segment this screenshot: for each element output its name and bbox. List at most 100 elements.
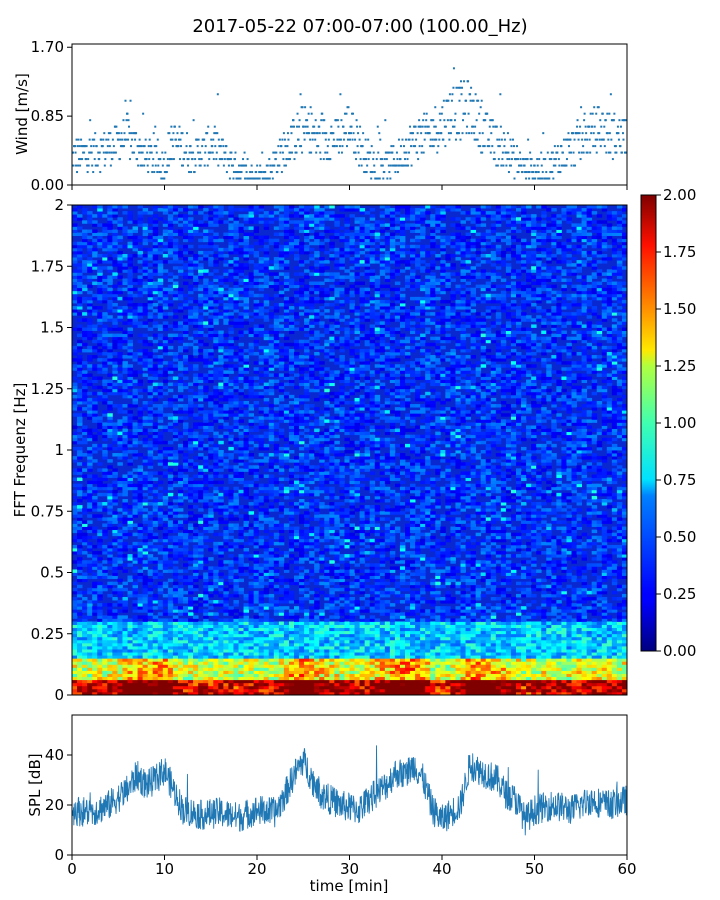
spectrogram-cell [228, 465, 234, 469]
wind-point [81, 158, 84, 161]
spectrogram-cell [152, 593, 159, 598]
spectrogram-cell [233, 685, 239, 690]
spectrogram-cell [72, 263, 78, 267]
spectrogram-cell [223, 652, 229, 656]
spectrogram-cell [117, 670, 123, 674]
spectrogram-cell [77, 499, 83, 503]
spectrogram-cell [82, 388, 88, 393]
spectrogram-cell [72, 627, 78, 632]
wind-point [375, 158, 378, 161]
spectrogram-cell [233, 560, 239, 564]
spectrogram-cell [203, 355, 209, 359]
spectrogram-cell [137, 315, 144, 319]
wind-point [86, 164, 89, 167]
spectrogram-cell [112, 296, 118, 301]
spectrogram-cell [77, 664, 83, 668]
spectrogram-cell [147, 299, 154, 304]
spectrogram-cell [127, 639, 133, 644]
spectrogram-cell [208, 284, 214, 289]
spectrogram-cell [208, 327, 214, 331]
spectrogram-cell [92, 566, 98, 570]
spectrogram-cell [203, 581, 209, 586]
spectrogram-cell [218, 544, 224, 549]
spectrogram-cell [117, 566, 123, 570]
wind-point [480, 151, 483, 154]
spectrogram-cell [223, 486, 229, 491]
spectrogram-cell [228, 229, 234, 233]
spectrogram-cell [183, 541, 189, 546]
spectrogram-cell [203, 514, 209, 518]
spectrogram-cell [132, 593, 138, 598]
spectrogram-cell [183, 646, 189, 650]
spectrogram-cell [77, 416, 83, 420]
spectrogram-cell [147, 376, 154, 380]
spectrogram-cell [117, 679, 123, 684]
spectrogram-cell [127, 624, 133, 629]
spectrogram-cell [157, 526, 164, 531]
spectrogram-cell [193, 646, 199, 650]
wind-point [451, 93, 454, 96]
spectrogram-cell [177, 593, 184, 598]
spectrogram-cell [208, 581, 214, 586]
wind-point [478, 112, 481, 115]
wind-point [503, 145, 506, 148]
wind-point [522, 158, 525, 161]
spectrogram-cell [77, 456, 83, 460]
spectrogram-cell [193, 639, 199, 644]
spectrogram-cell [82, 624, 88, 629]
spectrogram-cell [82, 407, 88, 411]
spectrogram-cell [228, 569, 234, 573]
spectrogram-cell [122, 670, 128, 674]
spectrogram-cell [152, 606, 159, 610]
wind-point [301, 106, 304, 109]
spectrogram-cell [198, 299, 204, 304]
spectrogram-cell [177, 569, 184, 573]
wind-point [165, 171, 168, 174]
spectrogram-cell [132, 382, 138, 387]
wind-point [590, 132, 593, 135]
spectrogram-cell [238, 649, 244, 653]
spectrogram-cell [132, 281, 138, 286]
spectrogram-cell [183, 459, 189, 463]
wind-point [235, 177, 238, 180]
spectrogram-cell [203, 661, 209, 665]
spectrogram-cell [77, 529, 83, 534]
wind-point [359, 158, 362, 161]
spectrogram-cell [147, 229, 154, 233]
spectrogram-cell [223, 538, 229, 543]
spectrogram-cell [198, 609, 204, 613]
wind-point [546, 151, 549, 154]
spectrogram-cell [223, 373, 229, 377]
spectrogram-cell [87, 330, 93, 335]
spectrogram-cell [172, 296, 179, 301]
spectrogram-cell [228, 661, 234, 665]
spectrogram-cell [188, 434, 194, 439]
spectrogram-cell [238, 361, 244, 365]
spectrogram-cell [213, 465, 219, 469]
wind-point [261, 151, 264, 154]
spectrogram-cell [157, 661, 164, 665]
spectrogram-cell [218, 361, 224, 365]
spectrogram-cell [177, 232, 184, 237]
spectrogram-cell [193, 560, 199, 564]
wind-point [583, 119, 586, 122]
spectrogram-cell [213, 312, 219, 316]
spectrogram-cell [147, 413, 154, 417]
spectrogram-cell [132, 636, 138, 641]
spectrogram-cell [152, 284, 159, 289]
spectrogram-cell [198, 563, 204, 567]
wind-point [296, 112, 299, 115]
spectrogram-cell [183, 642, 189, 647]
spectrogram-cell [112, 590, 118, 595]
spectrogram-cell [77, 367, 83, 371]
wind-point [218, 158, 221, 161]
wind-point [166, 164, 169, 167]
spectrogram-cell [193, 679, 199, 684]
spectrogram-cell [137, 646, 144, 650]
spectrogram-cell [238, 554, 244, 558]
wind-point [307, 112, 310, 115]
wind-point [573, 164, 576, 167]
spectrogram-cell [77, 364, 83, 368]
spectrogram-cell [147, 652, 154, 656]
spectrogram-cell [92, 250, 98, 255]
